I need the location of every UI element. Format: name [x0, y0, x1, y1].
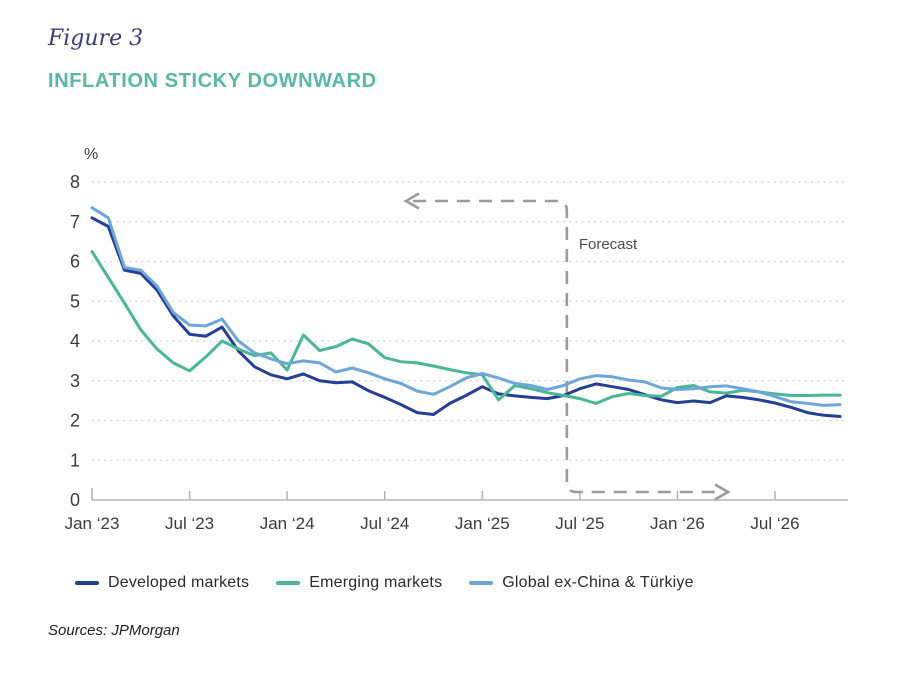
x-axis-tick-label: Jul ‘26: [750, 514, 799, 533]
y-axis-tick-label: 7: [70, 212, 80, 232]
chart-title: INFLATION STICKY DOWNWARD: [48, 70, 377, 92]
series-line-global-ex-china-t-rkiye: [90, 206, 842, 407]
y-axis-tick-label: 4: [70, 331, 80, 351]
x-axis-tick-label: Jan ‘26: [650, 514, 705, 533]
y-axis-tick-label: 1: [70, 450, 80, 470]
inflation-line-chart: 0 1 2 3 4 5 6 7 8% Jan ‘23 Jul ‘23 Jan ‘24 Jul ‘24 Ja…: [65, 146, 848, 533]
y-axis-tick-label: 5: [70, 291, 80, 311]
series-line-developed-markets: [90, 216, 842, 418]
global-ex-china-turkiye-swatch-icon: [469, 581, 494, 585]
x-axis-tick-label: Jan ‘23: [65, 514, 120, 533]
forecast-divider-dashed-line: [413, 199, 720, 494]
figure-label: Figure 3: [48, 26, 144, 51]
forecast-arrow-right-icon: [714, 483, 731, 501]
x-axis-tick-label: Jul ‘23: [165, 514, 214, 533]
emerging-markets-swatch-icon: [276, 581, 301, 585]
legend-label: Global ex-China & Türkiye: [502, 574, 694, 591]
x-axis-tick-label: Jul ‘25: [555, 514, 604, 533]
legend-item-global-ex-china-turkiye: Global ex-China & Türkiye: [469, 574, 694, 592]
y-axis-tick-label: 6: [70, 252, 80, 272]
y-axis-tick-label: 0: [70, 490, 80, 510]
series-line-emerging-markets: [90, 250, 842, 405]
chart-legend: Developed markets Emerging markets Globa…: [75, 574, 694, 592]
legend-label: Developed markets: [108, 574, 250, 591]
legend-item-emerging-markets: Emerging markets: [276, 574, 442, 592]
x-axis-tick-label: Jan ‘25: [455, 514, 510, 533]
legend-item-developed-markets: Developed markets: [75, 574, 249, 592]
developed-markets-swatch-icon: [75, 581, 99, 585]
x-axis-tick-label: Jul ‘24: [360, 514, 409, 533]
x-axis-tick-label: Jan ‘24: [260, 514, 315, 533]
legend-label: Emerging markets: [309, 574, 443, 591]
y-axis-unit-label: %: [84, 146, 98, 163]
history-arrow-left-icon: [403, 192, 420, 210]
forecast-label: Forecast: [579, 236, 638, 253]
y-axis-tick-label: 8: [70, 172, 80, 192]
y-axis-tick-label: 2: [70, 411, 80, 431]
y-axis-tick-label: 3: [70, 371, 80, 391]
sources-note: Sources: JPMorgan: [48, 622, 180, 639]
